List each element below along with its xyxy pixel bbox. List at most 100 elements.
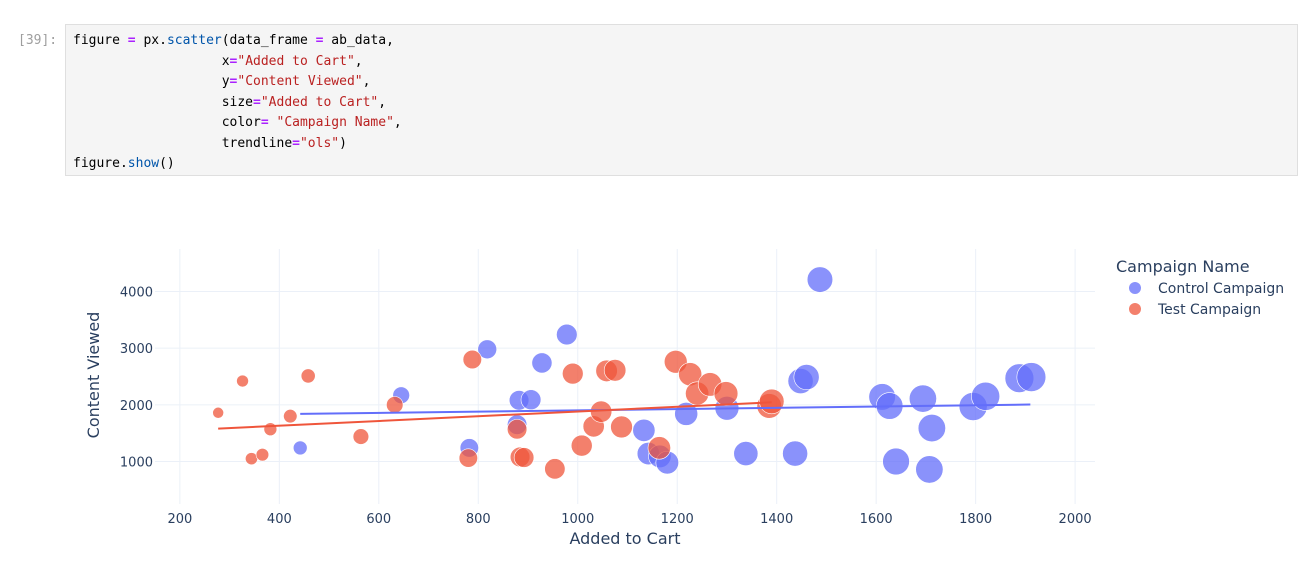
x-tick-label: 2000 (1059, 512, 1092, 527)
legend-label: Control Campaign (1158, 281, 1284, 297)
scatter-point[interactable] (212, 406, 224, 419)
legend-marker (1129, 282, 1141, 294)
x-tick-label: 600 (366, 512, 391, 527)
legend-item[interactable]: Control Campaign (1129, 281, 1284, 297)
x-tick-label: 1400 (760, 512, 793, 527)
scatter-point[interactable] (733, 441, 759, 466)
scatter-point[interactable] (513, 447, 535, 468)
scatter-point[interactable] (759, 388, 785, 415)
code-text: figure. (73, 156, 128, 171)
scatter-point[interactable] (915, 455, 944, 484)
scatter-point[interactable] (462, 349, 482, 370)
data-points[interactable] (212, 266, 1047, 484)
trendline[interactable] (300, 403, 1031, 415)
y-tick-label: 2000 (120, 399, 153, 414)
code-text: () (159, 156, 175, 171)
scatter-point[interactable] (882, 447, 910, 476)
x-axis-ticks: 200 400 600 800 1000 1200 1400 1600 1800 2000 (167, 512, 1091, 527)
code-text: y (73, 74, 230, 89)
code-cell[interactable]: figure = px.scatter(data_frame = ab_data… (65, 24, 1298, 176)
scatter-point[interactable] (806, 266, 834, 293)
scatter-point[interactable] (908, 384, 937, 413)
x-tick-label: 1200 (661, 512, 694, 527)
x-tick-label: 1600 (860, 512, 893, 527)
scatter-point[interactable] (603, 359, 627, 382)
series-test-campaign[interactable] (212, 349, 785, 480)
x-tick-label: 1000 (561, 512, 594, 527)
scatter-point[interactable] (632, 418, 656, 442)
scatter-point[interactable] (300, 368, 316, 384)
scatter-point[interactable] (506, 419, 528, 440)
y-tick-label: 1000 (120, 456, 153, 471)
code-string: "Added to Cart" (260, 94, 379, 110)
code-text: , (378, 94, 387, 110)
scatter-point[interactable] (570, 434, 593, 457)
scatter-point[interactable] (610, 415, 633, 439)
scatter-point[interactable] (556, 323, 578, 346)
x-axis-label: Added to Cart (569, 529, 680, 548)
scatter-point[interactable] (531, 352, 553, 374)
scatter-point[interactable] (263, 422, 278, 436)
scatter-point[interactable] (1016, 362, 1047, 392)
scatter-point[interactable] (352, 428, 370, 445)
scatter-point[interactable] (782, 440, 808, 467)
y-axis-ticks: 1000 2000 3000 4000 (120, 286, 153, 471)
legend-title: Campaign Name (1116, 257, 1250, 276)
legend[interactable]: Campaign Name Control Campaign Test Campa… (1116, 257, 1284, 318)
scatter-point[interactable] (520, 389, 542, 411)
code-text: px. (135, 33, 167, 48)
scatter-point[interactable] (292, 440, 308, 456)
code-function: show (127, 156, 160, 171)
code-text (269, 115, 277, 130)
code-operator: = (292, 135, 300, 151)
scatter-point[interactable] (971, 381, 1001, 411)
legend-item[interactable]: Test Campaign (1129, 302, 1261, 318)
scatter-point[interactable] (793, 364, 820, 391)
code-text: size (73, 94, 254, 110)
scatter-point[interactable] (544, 458, 566, 480)
code-operator: = (253, 94, 261, 110)
code-text: , (362, 74, 371, 89)
code-text: , (354, 53, 363, 69)
x-tick-label: 200 (167, 512, 192, 527)
scatter-point[interactable] (386, 396, 404, 414)
scatter-point[interactable] (713, 381, 739, 406)
code-text: (data_frame (221, 33, 316, 48)
code-operator: = (229, 53, 238, 69)
scatter-point[interactable] (458, 448, 478, 468)
cell-prompt: [39]: (18, 33, 58, 48)
series-control-campaign[interactable] (292, 266, 1047, 484)
x-tick-label: 800 (466, 512, 491, 527)
y-tick-label: 3000 (120, 342, 153, 357)
code-operator: = (260, 115, 269, 130)
code-operator: = (229, 74, 238, 89)
trendlines[interactable] (218, 401, 1031, 430)
code-string: "Content Viewed" (237, 74, 363, 89)
code-operator: = (315, 33, 324, 48)
code-text: color (73, 115, 261, 130)
grid-lines (155, 249, 1095, 504)
scatter-point[interactable] (477, 339, 498, 360)
scatter-point[interactable] (255, 448, 270, 462)
y-axis-label: Content Viewed (84, 312, 103, 439)
scatter-point[interactable] (647, 436, 671, 460)
code-string: "Added to Cart" (237, 53, 355, 69)
scatter-point[interactable] (917, 414, 946, 443)
code-text: ) (339, 135, 347, 151)
code-string: "ols" (299, 135, 340, 151)
code-editor[interactable]: figure = px.scatter(data_frame = ab_data… (66, 25, 1297, 175)
scatter-point[interactable] (236, 374, 249, 388)
code-text: , (393, 115, 402, 130)
code-operator: = (127, 33, 136, 48)
code-string: "Campaign Name" (276, 115, 394, 130)
x-tick-label: 1800 (959, 512, 992, 527)
scatter-plot: 1000 2000 3000 4000 200 400 600 800 1000 1200 140… (84, 249, 1284, 548)
trendline[interactable] (218, 401, 772, 430)
scatter-point[interactable] (283, 409, 298, 424)
code-text: x (73, 53, 230, 69)
scatter-point[interactable] (245, 452, 258, 466)
y-tick-label: 4000 (120, 286, 153, 301)
code-function: scatter (166, 33, 222, 48)
legend-label: Test Campaign (1157, 302, 1261, 318)
scatter-point[interactable] (562, 362, 584, 385)
